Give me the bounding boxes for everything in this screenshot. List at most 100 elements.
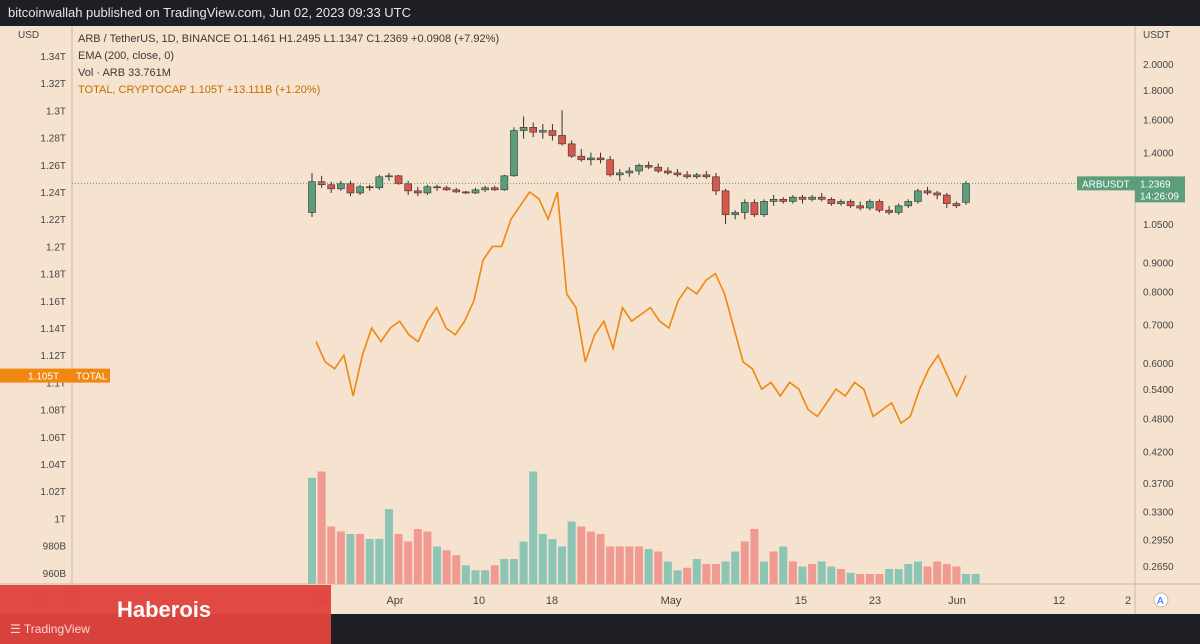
volume-bar <box>596 534 605 584</box>
left-tick-label: 980B <box>43 542 67 553</box>
candle-body <box>673 172 682 176</box>
watermark-text: Haberois <box>117 597 212 622</box>
left-axis-unit: USD <box>18 30 39 41</box>
left-tick-label: 1.28T <box>40 134 66 145</box>
candle-body <box>817 196 826 200</box>
chart-legend: ARB / TetherUS, 1D, BINANCE O1.1461 H1.2… <box>78 33 499 96</box>
time-tick-label: 12 <box>1053 595 1065 607</box>
plot-area[interactable] <box>72 26 1135 584</box>
volume-bar <box>923 566 932 584</box>
volume-bar <box>808 564 817 584</box>
candle-body <box>846 201 855 207</box>
left-tick-label: 960B <box>43 569 67 580</box>
candle-body <box>567 143 576 157</box>
candle-body <box>914 190 922 202</box>
volume-bar <box>798 566 807 584</box>
legend-line: EMA (200, close, 0) <box>78 50 174 62</box>
time-tick-label: 10 <box>473 595 485 607</box>
volume-bar <box>663 561 672 584</box>
auto-scale-button[interactable]: A <box>1153 592 1169 608</box>
volume-bar <box>452 555 461 584</box>
chart-area[interactable]: 1.34T 1.32T 1.3T 1.28T 1.26T 1.24T 1.22T 1.2T 1.… <box>0 26 1200 614</box>
legend-line: TOTAL, CRYPTOCAP 1.105T +13.111B (+1.20%… <box>78 84 320 96</box>
volume-bar <box>384 509 393 584</box>
candle-body <box>721 190 730 216</box>
right-axis-unit: USDT <box>1143 30 1170 41</box>
volume-bar <box>346 534 355 584</box>
left-axis-ticks: 1.34T 1.32T 1.3T 1.28T 1.26T 1.24T 1.22T 1.2T 1.… <box>40 52 66 580</box>
left-tick-label: 1.26T <box>40 161 66 172</box>
right-tick-label: 1.8000 <box>1143 86 1174 97</box>
volume-bar <box>558 546 567 584</box>
candle-body <box>750 202 759 216</box>
candle-body <box>664 170 672 174</box>
time-tick-label: 15 <box>795 595 807 607</box>
volume-bar <box>760 561 769 584</box>
symbol-tag <box>1077 176 1135 191</box>
candle-body <box>779 198 788 202</box>
total-marketcap-series <box>315 190 967 425</box>
volume-bar <box>913 561 922 584</box>
time-tick-label: May <box>661 595 682 607</box>
volume-bar <box>942 564 951 584</box>
left-tick-label: 1.04T <box>40 460 66 471</box>
candles <box>72 110 1135 225</box>
volume-bars <box>308 471 980 584</box>
time-tick-label: Apr <box>386 595 403 607</box>
volume-bar <box>481 570 490 584</box>
volume-bar <box>442 550 451 584</box>
volume-bar <box>567 521 576 584</box>
symbol-tag-label: ARBUSDT <box>1082 179 1130 190</box>
volume-bar <box>644 549 653 584</box>
candle-body <box>904 201 913 207</box>
candle-body <box>615 172 624 176</box>
candle-body <box>856 205 865 209</box>
candle-body <box>837 201 845 204</box>
candle-body <box>798 196 807 200</box>
right-axis-panel <box>1135 26 1200 614</box>
last-price-value: 1.2369 <box>1140 179 1171 190</box>
candle-body <box>933 192 941 196</box>
volume-bar <box>846 572 855 584</box>
left-tick-label: 1.34T <box>40 52 66 63</box>
total-value-tag <box>0 368 72 383</box>
volume-bar <box>327 526 336 584</box>
legend-line: Vol · ARB 33.761M <box>78 67 171 79</box>
price-chart[interactable]: 1.34T 1.32T 1.3T 1.28T 1.26T 1.24T 1.22T 1.2T 1.… <box>0 26 1200 614</box>
candle-body <box>481 187 489 191</box>
candle-body <box>952 203 961 207</box>
left-tick-label: 1.1T <box>46 378 66 389</box>
candle-body <box>327 184 336 190</box>
total-series-tag <box>72 368 110 383</box>
volume-bar <box>433 546 442 584</box>
candle-body <box>625 170 634 174</box>
watermark-banner: Haberois <box>0 585 331 644</box>
volume-bar <box>894 569 903 584</box>
right-tick-label: 0.4200 <box>1143 448 1174 459</box>
candle-body <box>740 202 749 213</box>
candle-body <box>346 183 355 194</box>
candle-body <box>654 166 663 172</box>
right-tick-label: 0.2650 <box>1143 562 1174 573</box>
volume-bar <box>490 565 499 584</box>
candle-body <box>644 165 653 168</box>
candle-body <box>827 198 836 204</box>
volume-bar <box>875 574 884 584</box>
left-tick-label: 1.2T <box>46 242 66 253</box>
candle-body <box>433 186 441 189</box>
candle-body <box>539 130 547 133</box>
candle-body <box>635 165 643 172</box>
candle-body <box>365 186 374 189</box>
right-tick-label: 0.7000 <box>1143 321 1174 332</box>
tradingview-logo[interactable]: ☰ TradingView <box>10 622 90 636</box>
volume-bar <box>750 529 759 584</box>
candle-body <box>962 183 970 203</box>
volume-bar <box>365 539 374 584</box>
volume-bar <box>394 534 403 584</box>
candle-body <box>808 196 816 200</box>
candle-body <box>731 212 739 216</box>
candle-body <box>500 175 509 191</box>
volume-bar <box>885 569 894 584</box>
candle-body <box>529 127 538 133</box>
